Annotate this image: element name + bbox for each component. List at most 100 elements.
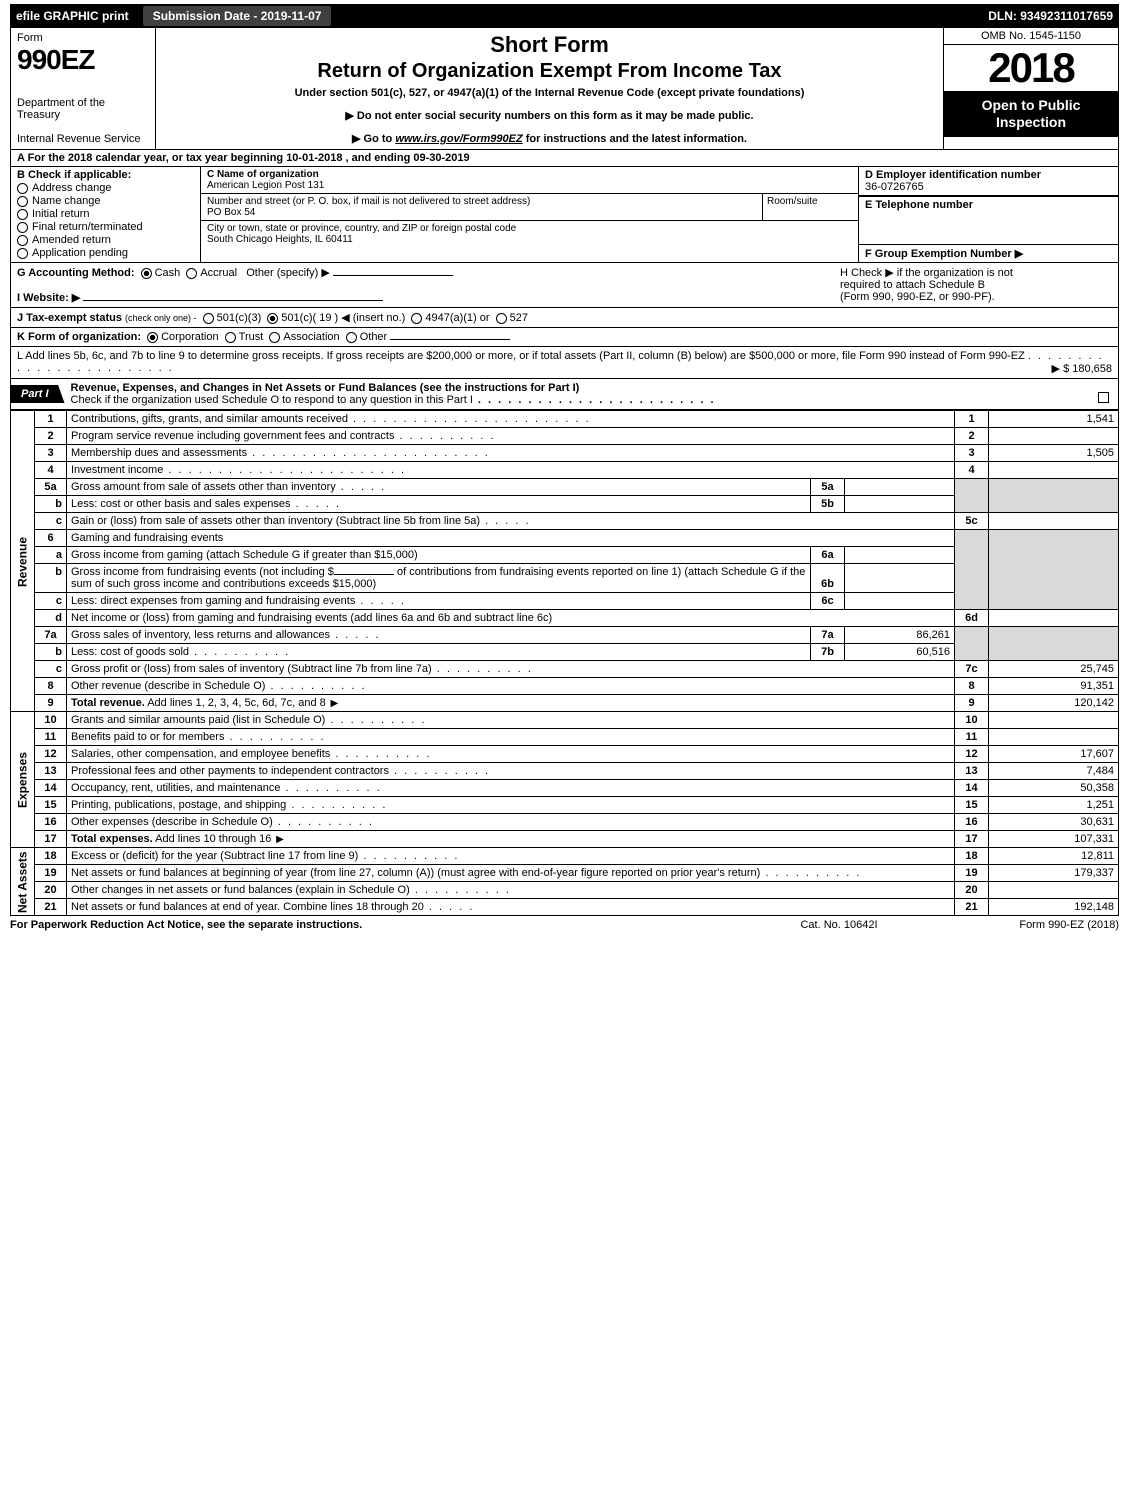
main-title: Return of Organization Exempt From Incom… xyxy=(162,60,937,83)
radio-501c3-icon[interactable] xyxy=(203,313,214,324)
line-col: 7c xyxy=(955,661,989,678)
chk-address-change[interactable]: Address change xyxy=(17,182,194,194)
radio-trust-icon[interactable] xyxy=(225,332,236,343)
directive-2: ▶ Go to www.irs.gov/Form990EZ for instru… xyxy=(162,132,937,145)
g-accrual: Accrual xyxy=(200,267,237,279)
chk-final-return[interactable]: Final return/terminated xyxy=(17,221,194,233)
line-num: 1 xyxy=(35,411,67,428)
line-desc: Printing, publications, postage, and shi… xyxy=(71,799,387,811)
line-desc: Net assets or fund balances at end of ye… xyxy=(71,901,474,913)
mini-col: 6b xyxy=(811,564,845,593)
website-input[interactable] xyxy=(83,300,383,301)
radio-icon xyxy=(17,196,28,207)
line-desc: Program service revenue including govern… xyxy=(71,430,496,442)
line-val: 30,631 xyxy=(989,814,1119,831)
line-col: 13 xyxy=(955,763,989,780)
mini-val: 60,516 xyxy=(845,644,955,661)
dir2-pre: ▶ Go to xyxy=(352,133,395,145)
submission-date: Submission Date - 2019-11-07 xyxy=(143,6,332,26)
city-label: City or town, state or province, country… xyxy=(207,223,516,234)
addr-val: PO Box 54 xyxy=(207,207,255,218)
schedule-o-checkbox[interactable] xyxy=(1098,392,1109,403)
line-num: 9 xyxy=(35,695,67,712)
form-number: 990EZ xyxy=(17,44,149,76)
line-val: 17,607 xyxy=(989,746,1119,763)
dln-label: DLN: 93492311017659 xyxy=(988,9,1119,23)
chk-name-change[interactable]: Name change xyxy=(17,195,194,207)
contrib-input[interactable] xyxy=(334,574,394,575)
line-num: 20 xyxy=(35,882,67,899)
radio-4947-icon[interactable] xyxy=(411,313,422,324)
opt-initial: Initial return xyxy=(32,208,89,220)
open-inspection-box: Open to Public Inspection xyxy=(944,91,1118,137)
line-val: 50,358 xyxy=(989,780,1119,797)
efile-label[interactable]: efile GRAPHIC print xyxy=(10,9,135,23)
mini-val xyxy=(845,547,955,564)
header-left: Form 990EZ Department of the Treasury In… xyxy=(11,28,156,149)
line-col: 6d xyxy=(955,610,989,627)
line-desc: Gross income from gaming (attach Schedul… xyxy=(67,547,811,564)
line-val: 1,251 xyxy=(989,797,1119,814)
k-o3: Association xyxy=(283,331,339,343)
line-desc: Excess or (deficit) for the year (Subtra… xyxy=(71,850,459,862)
footer-cat: Cat. No. 10642I xyxy=(739,919,939,931)
line-desc: Benefits paid to or for members xyxy=(71,731,326,743)
l-text: L Add lines 5b, 6c, and 7b to line 9 to … xyxy=(17,350,1025,362)
h-line3: (Form 990, 990-EZ, or 990-PF). xyxy=(840,291,995,303)
line-val xyxy=(989,428,1119,445)
j-o3: 4947(a)(1) or xyxy=(425,312,489,324)
line-desc: Grants and similar amounts paid (list in… xyxy=(71,714,426,726)
line-num: 16 xyxy=(35,814,67,831)
chk-amended-return[interactable]: Amended return xyxy=(17,234,194,246)
chk-initial-return[interactable]: Initial return xyxy=(17,208,194,220)
line-desc: Net income or (loss) from gaming and fun… xyxy=(67,610,955,627)
opt-address: Address change xyxy=(32,182,112,194)
line-val xyxy=(989,610,1119,627)
line-val: 1,505 xyxy=(989,445,1119,462)
form-header: Form 990EZ Department of the Treasury In… xyxy=(10,28,1119,150)
j-o2: 501(c)( 19 ) ◀ (insert no.) xyxy=(281,312,405,324)
g-cash: Cash xyxy=(155,267,181,279)
radio-accrual-icon[interactable] xyxy=(186,268,197,279)
radio-cash-icon[interactable] xyxy=(141,268,152,279)
h-line2: required to attach Schedule B xyxy=(840,279,985,291)
line-num: c xyxy=(35,513,67,530)
k-other-input[interactable] xyxy=(390,339,510,340)
line-num: 8 xyxy=(35,678,67,695)
line-col: 11 xyxy=(955,729,989,746)
mini-col: 5a xyxy=(811,479,845,496)
line-num: b xyxy=(35,644,67,661)
bold-prefix: Total revenue. xyxy=(71,697,145,709)
chk-application-pending[interactable]: Application pending xyxy=(17,247,194,259)
omb-number: OMB No. 1545-1150 xyxy=(944,28,1118,45)
part-1-table: Revenue 1 Contributions, gifts, grants, … xyxy=(10,410,1119,916)
line-col: 21 xyxy=(955,899,989,916)
line-num: 21 xyxy=(35,899,67,916)
radio-501c-icon[interactable] xyxy=(267,313,278,324)
line-num: d xyxy=(35,610,67,627)
k-o1: Corporation xyxy=(161,331,218,343)
form-word: Form xyxy=(17,32,149,44)
radio-corp-icon[interactable] xyxy=(147,332,158,343)
line-desc: Salaries, other compensation, and employ… xyxy=(71,748,431,760)
line-desc: Gaming and fundraising events xyxy=(67,530,955,547)
mini-val xyxy=(845,479,955,496)
g-other-input[interactable] xyxy=(333,275,453,276)
line-val xyxy=(989,462,1119,479)
irs-label: Internal Revenue Service xyxy=(17,133,149,145)
line-num: 7a xyxy=(35,627,67,644)
line-col: 17 xyxy=(955,831,989,848)
line-val: 107,331 xyxy=(989,831,1119,848)
line-desc: Other expenses (describe in Schedule O) xyxy=(71,816,374,828)
radio-527-icon[interactable] xyxy=(496,313,507,324)
line-num: 12 xyxy=(35,746,67,763)
line-num: 2 xyxy=(35,428,67,445)
radio-other-icon[interactable] xyxy=(346,332,357,343)
line-val xyxy=(989,513,1119,530)
line-val: 179,337 xyxy=(989,865,1119,882)
line-desc: Membership dues and assessments xyxy=(71,447,490,459)
line-col: 10 xyxy=(955,712,989,729)
radio-assoc-icon[interactable] xyxy=(269,332,280,343)
irs-link[interactable]: www.irs.gov/Form990EZ xyxy=(395,133,522,145)
line-num: 14 xyxy=(35,780,67,797)
